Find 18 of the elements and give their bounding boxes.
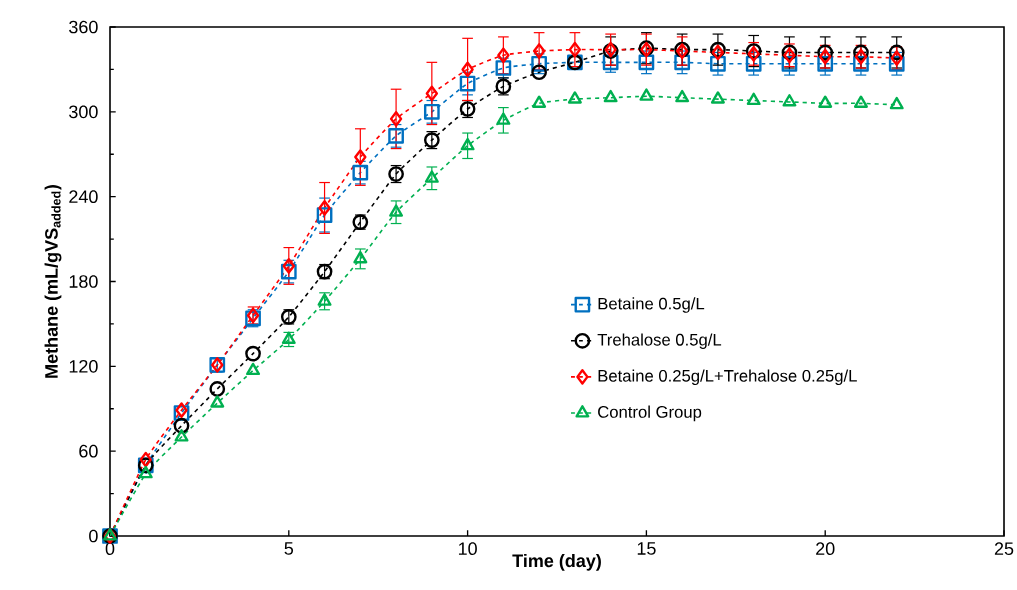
- y-tick-label: 0: [89, 529, 98, 543]
- x-tick-label: 25: [994, 542, 1014, 555]
- x-axis-title: Time (day): [512, 553, 601, 571]
- legend-label: Betaine 0.25g/L+Trehalose 0.25g/L: [598, 369, 857, 386]
- x-tick-label: 20: [816, 542, 835, 555]
- y-tick-label: 300: [69, 105, 98, 119]
- y-tick-label: 360: [69, 20, 98, 34]
- x-tick-label: 15: [637, 542, 656, 555]
- y-tick-label: 240: [69, 190, 98, 204]
- legend-label: Control Group: [598, 405, 702, 422]
- x-tick-label: 10: [458, 542, 477, 555]
- y-tick-label: 180: [69, 275, 98, 288]
- x-tick-label: 5: [284, 542, 294, 555]
- legend-label: Trehalose 0.5g/L: [597, 333, 722, 349]
- y-tick-label: 120: [69, 359, 98, 373]
- y-tick-label: 60: [79, 444, 98, 458]
- legend-label: Betaine 0.5g/L: [598, 297, 705, 313]
- y-axis-title: Methane (mL/gVS$_{added}$): [44, 185, 62, 378]
